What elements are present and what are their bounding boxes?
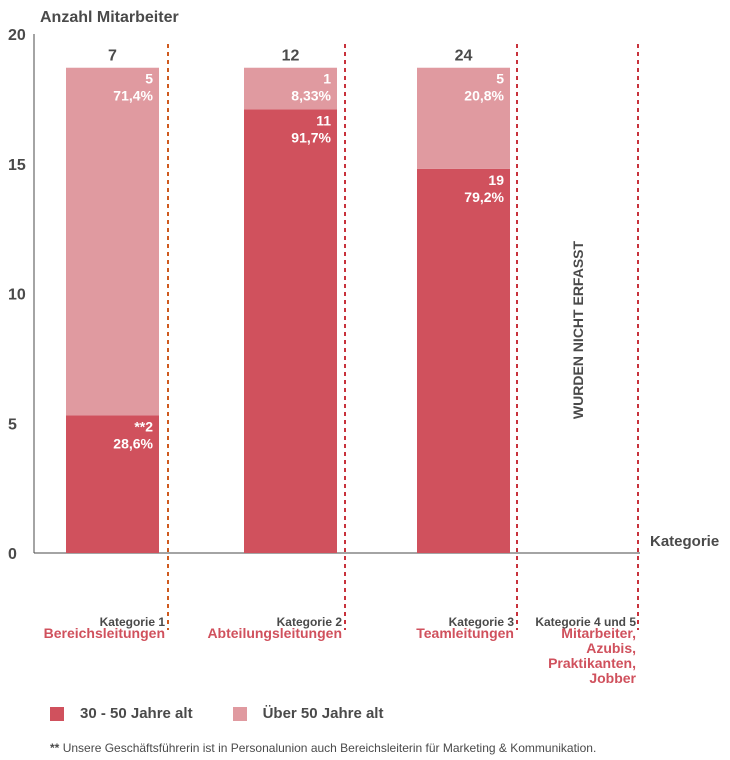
bar-segment-30-50 bbox=[244, 109, 337, 553]
bar-total-label: 7 bbox=[108, 48, 117, 65]
footnote-text: Unsere Geschäftsführerin ist in Personal… bbox=[62, 741, 597, 755]
y-tick-label: 5 bbox=[8, 416, 17, 433]
legend-swatch-ueber-50 bbox=[232, 706, 247, 721]
bar-value-label: 5 bbox=[145, 71, 153, 87]
y-tick-label: 15 bbox=[8, 157, 26, 174]
bar-total-label: 12 bbox=[282, 48, 300, 65]
legend-label-ueber-50: Über 50 Jahre alt bbox=[262, 705, 384, 722]
bar-value-label: **2 bbox=[134, 418, 153, 434]
legend-item-30-50: 30 - 50 Jahre alt bbox=[50, 705, 193, 722]
y-tick-label: 20 bbox=[8, 27, 26, 44]
bar-percent-label: 91,7% bbox=[291, 129, 331, 145]
bar-value-label: 19 bbox=[488, 172, 504, 188]
category-small-label: Kategorie 4 und 5 bbox=[535, 615, 636, 629]
x-axis-title: Kategorie bbox=[650, 533, 719, 550]
bar-segment-ueber-50 bbox=[417, 67, 510, 169]
bar-segment-30-50 bbox=[417, 168, 510, 553]
bar-total-label: 24 bbox=[455, 48, 473, 65]
y-tick-label: 0 bbox=[8, 546, 17, 563]
footnote-marker: ** bbox=[50, 741, 60, 755]
category-name-label: Jobber bbox=[589, 670, 636, 686]
category-small-label: Kategorie 1 bbox=[100, 615, 166, 629]
footnote: ** Unsere Geschäftsführerin ist in Perso… bbox=[50, 741, 596, 755]
category-name-label: Mitarbeiter, bbox=[561, 625, 636, 641]
category-name-label: Teamleitungen bbox=[416, 625, 514, 641]
category-small-label: Kategorie 3 bbox=[449, 615, 515, 629]
legend-swatch-30-50 bbox=[50, 706, 64, 721]
bar-segment-ueber-50 bbox=[66, 67, 159, 416]
category-small-label: Kategorie 2 bbox=[277, 615, 343, 629]
category-name-label: Bereichsleitungen bbox=[44, 625, 165, 641]
bar-value-label: 5 bbox=[496, 71, 504, 87]
y-tick-label: 10 bbox=[8, 287, 26, 304]
bar-value-label: 1 bbox=[323, 71, 331, 87]
bar-segment-ueber-50 bbox=[244, 67, 337, 110]
category-name-label: Abteilungsleitungen bbox=[207, 625, 342, 641]
legend-item-ueber-50: Über 50 Jahre alt bbox=[232, 705, 384, 722]
bar-segment-30-50 bbox=[66, 415, 159, 553]
not-recorded-annotation: WURDEN NICHT ERFASST bbox=[570, 241, 586, 420]
bar-percent-label: 8,33% bbox=[291, 88, 331, 104]
legend: 30 - 50 Jahre alt Über 50 Jahre alt bbox=[50, 705, 423, 722]
bar-percent-label: 20,8% bbox=[464, 88, 504, 104]
legend-label-30-50: 30 - 50 Jahre alt bbox=[80, 705, 193, 722]
bar-value-label: 11 bbox=[316, 112, 331, 128]
category-name-label: Azubis, bbox=[586, 640, 636, 656]
y-axis-title: Anzahl Mitarbeiter bbox=[40, 9, 179, 26]
category-name-label: Praktikanten, bbox=[548, 655, 636, 671]
bar-percent-label: 71,4% bbox=[113, 88, 153, 104]
bar-percent-label: 79,2% bbox=[464, 189, 504, 205]
bar-percent-label: 28,6% bbox=[113, 435, 153, 451]
